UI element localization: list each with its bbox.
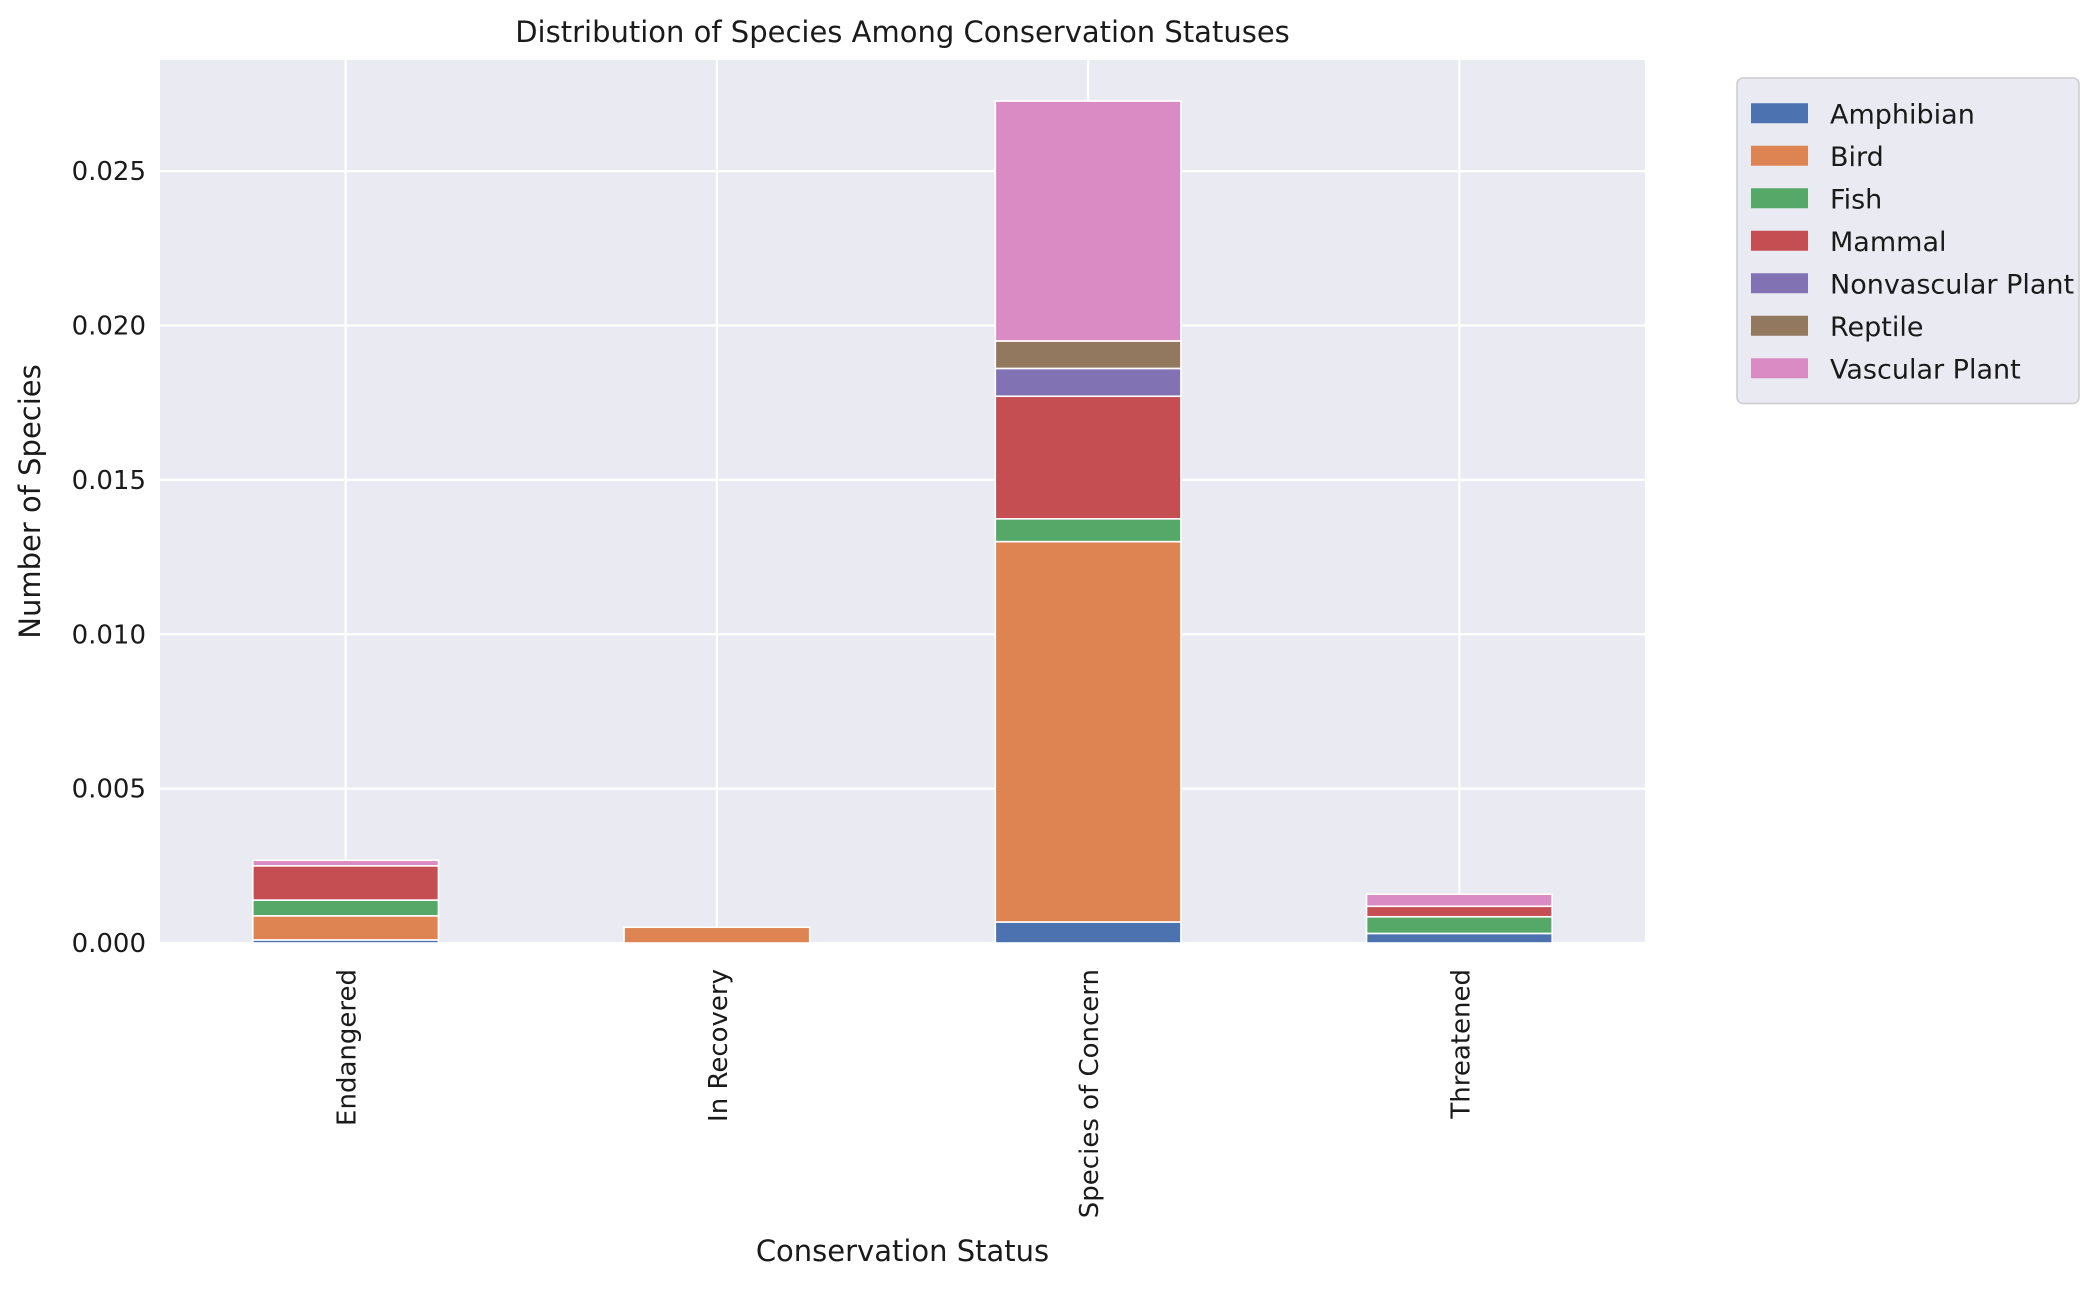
bar-segment — [1365, 893, 1553, 908]
legend-box — [1736, 77, 2080, 405]
legend-label: Bird — [1830, 142, 1884, 173]
x-tick-labels: Endangered In Recovery Species of Concern T… — [333, 969, 1477, 1218]
bar-segment — [994, 540, 1182, 923]
legend-label: Mammal — [1830, 227, 1947, 258]
legend-swatch — [1751, 188, 1808, 209]
legend-label: Reptile — [1830, 312, 1924, 343]
legend-swatch — [1751, 273, 1808, 294]
bar-segment — [1365, 932, 1553, 944]
bar-segment — [994, 340, 1182, 370]
x-axis-label: Conservation Status — [756, 1234, 1049, 1268]
chart-title: Distribution of Species Among Conservati… — [515, 15, 1290, 49]
y-tick-label: 0.015 — [72, 466, 146, 496]
bar-segment — [994, 100, 1182, 342]
legend-swatch — [1751, 103, 1808, 124]
bar-segment — [994, 395, 1182, 520]
legend-swatch — [1751, 230, 1808, 251]
plot-background — [160, 60, 1645, 943]
bar-segment — [252, 865, 440, 901]
legend: Amphibian Bird Fish Mammal Nonvascular Plant… — [1736, 77, 2080, 405]
y-axis-label: Number of Species — [13, 364, 47, 639]
legend-label: Fish — [1830, 184, 1882, 215]
x-tick-label: Threatened — [1446, 969, 1476, 1120]
legend-swatch — [1751, 315, 1808, 336]
x-tick-label: In Recovery — [704, 969, 734, 1122]
legend-label: Amphibian — [1830, 99, 1975, 130]
bar-segment — [252, 859, 440, 867]
bar-segment — [252, 899, 440, 917]
bar-segment — [1365, 905, 1553, 918]
y-tick-label: 0.000 — [72, 929, 146, 959]
bar-segment — [994, 367, 1182, 398]
y-tick-labels: 0.000 0.005 0.010 0.015 0.020 0.025 — [72, 157, 146, 959]
bar-layer — [252, 100, 1553, 944]
legend-label: Vascular Plant — [1830, 354, 2021, 385]
y-tick-label: 0.025 — [72, 157, 146, 187]
legend-swatch — [1751, 358, 1808, 379]
y-tick-label: 0.010 — [72, 620, 146, 650]
bar-segment — [252, 915, 440, 941]
legend-swatch — [1751, 145, 1808, 166]
legend-label: Nonvascular Plant — [1830, 269, 2074, 300]
x-tick-label: Endangered — [333, 969, 363, 1126]
bar-segment — [994, 517, 1182, 543]
y-tick-label: 0.005 — [72, 775, 146, 805]
bar-segment — [1365, 915, 1553, 935]
bar-segment — [994, 921, 1182, 944]
y-tick-label: 0.020 — [72, 312, 146, 342]
bar-segment — [623, 926, 811, 944]
x-tick-label: Species of Concern — [1075, 969, 1105, 1218]
